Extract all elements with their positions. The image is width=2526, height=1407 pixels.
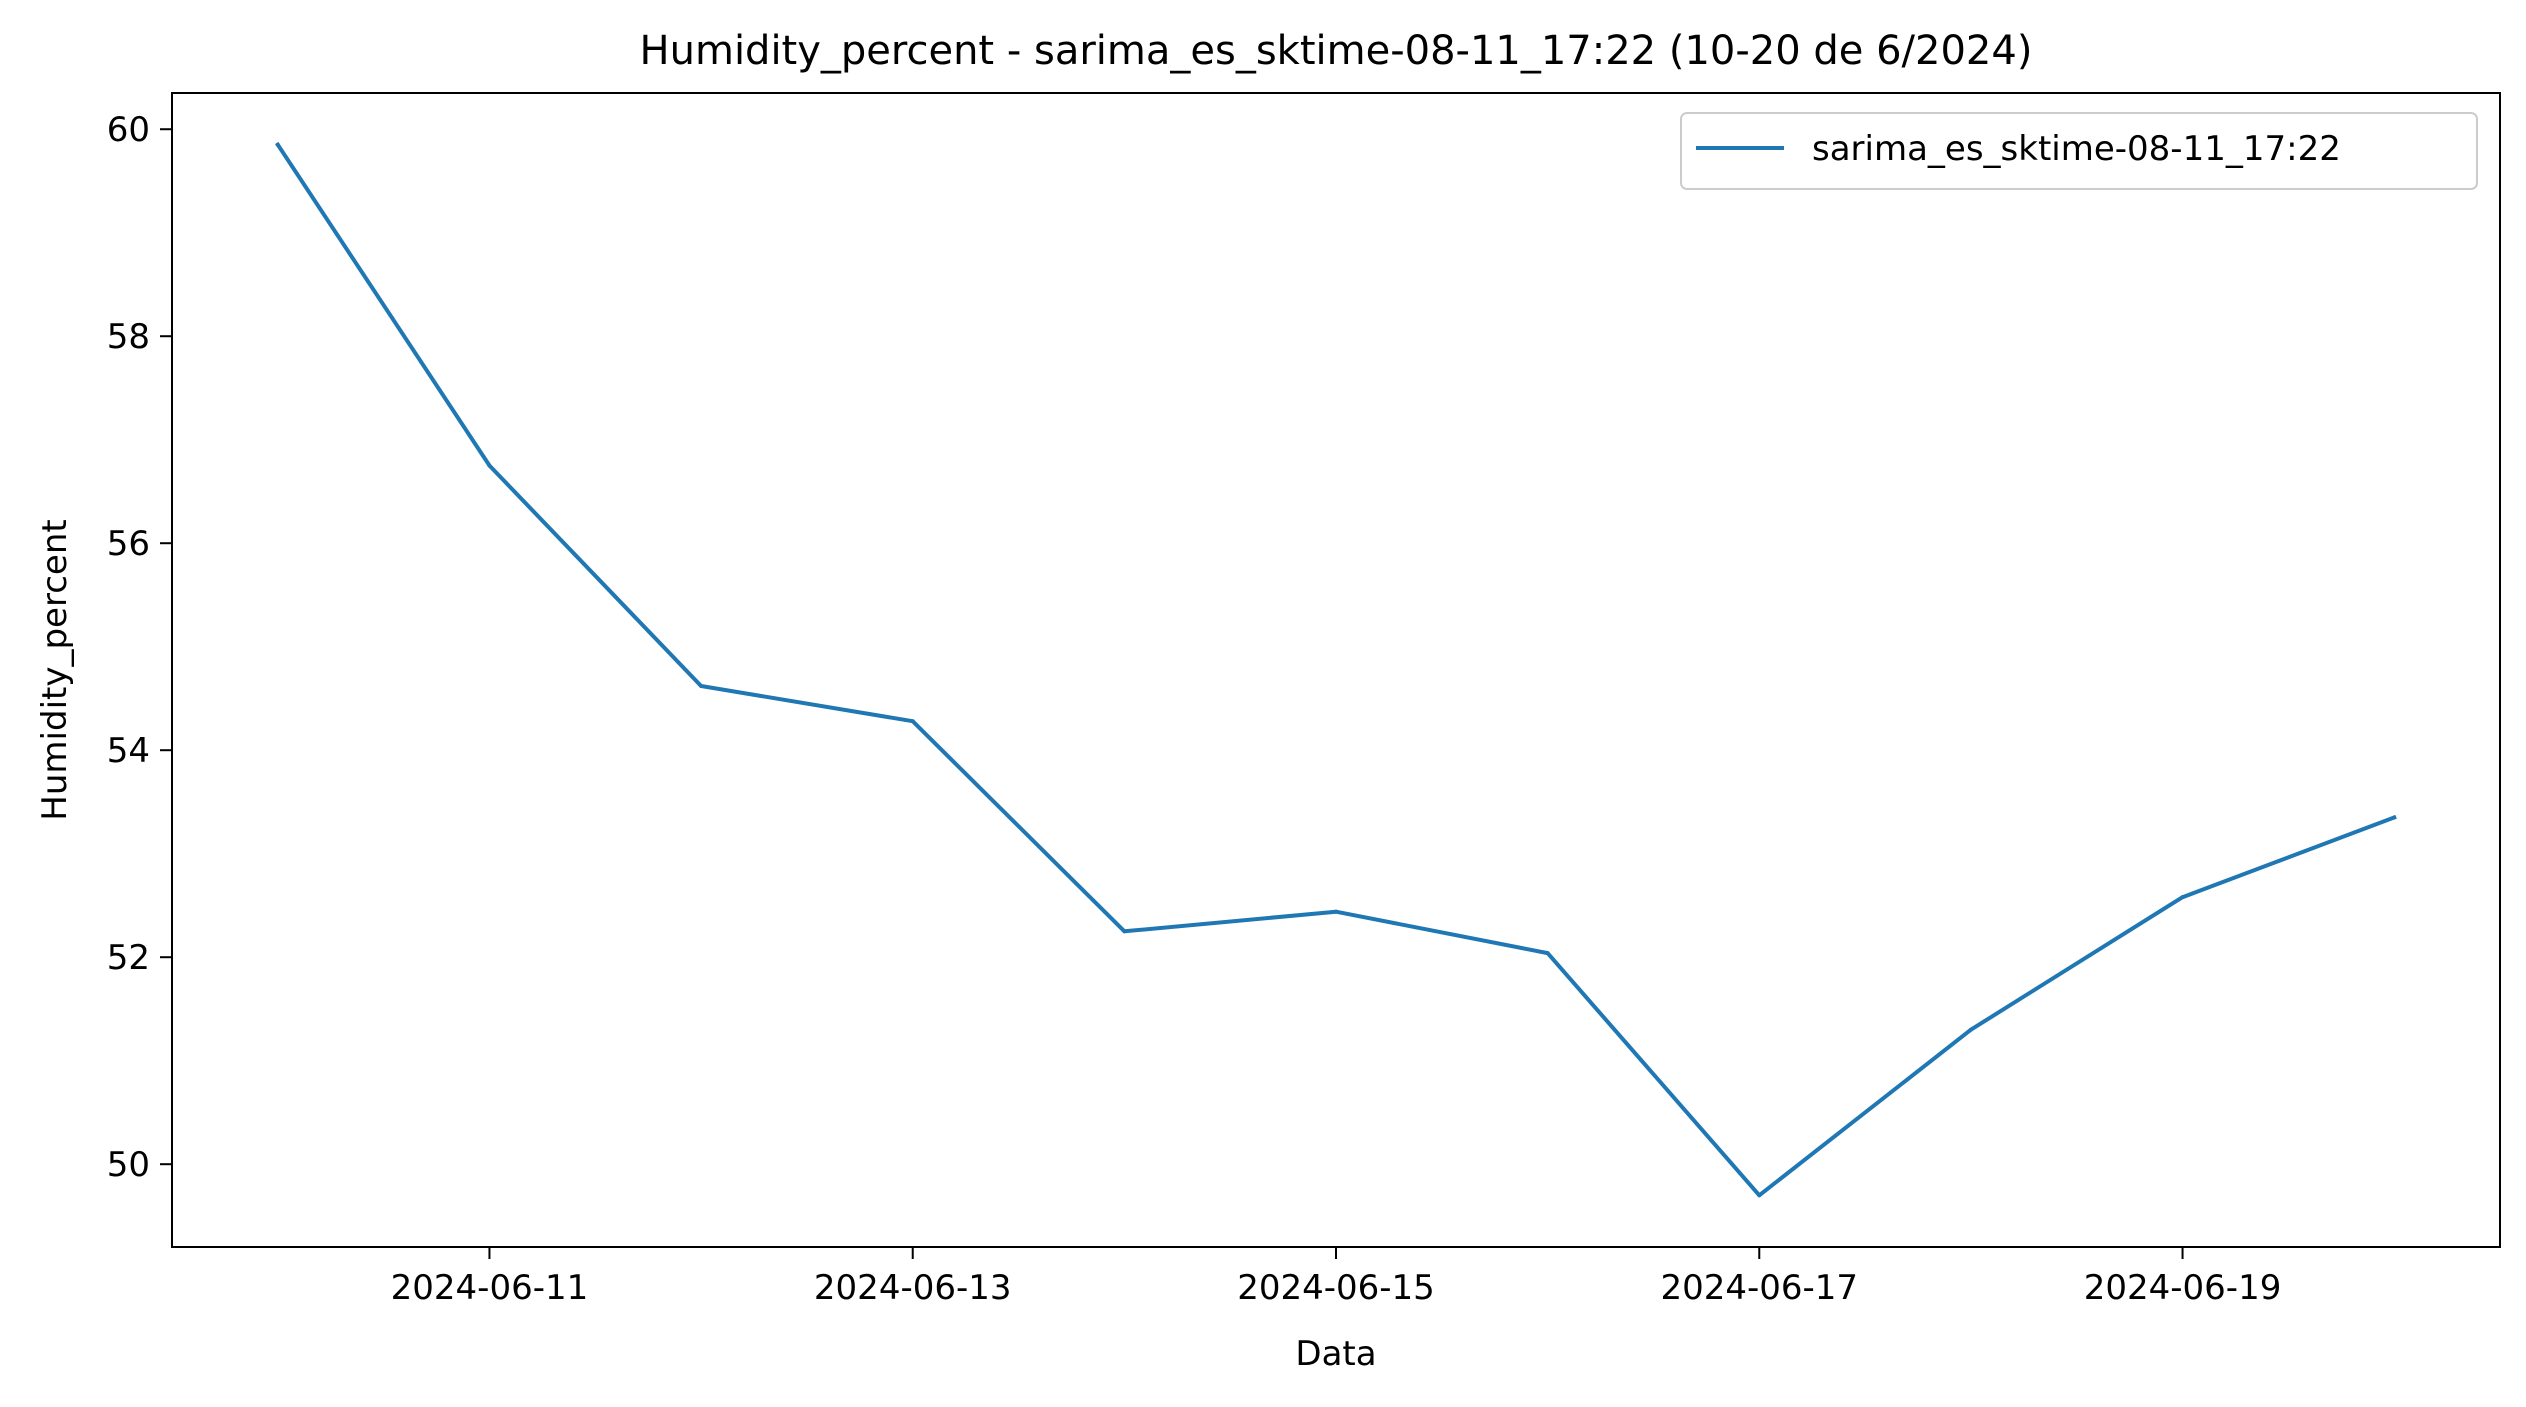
y-tick: 60: [107, 110, 172, 150]
y-tick-label: 60: [107, 110, 150, 150]
series-line: [275, 141, 2397, 1198]
x-tick-label: 2024-06-13: [814, 1268, 1012, 1308]
data-point: [2392, 815, 2397, 820]
chart-title: Humidity_percent - sarima_es_sktime-08-1…: [640, 28, 2033, 74]
data-point: [1545, 951, 1550, 956]
x-axis-label: Data: [1295, 1334, 1376, 1374]
data-point: [487, 463, 492, 468]
x-tick-label: 2024-06-19: [2084, 1268, 2282, 1308]
data-point: [1757, 1193, 1762, 1198]
data-point: [275, 142, 280, 147]
x-tick-label: 2024-06-15: [1237, 1268, 1435, 1308]
legend-entry-label: sarima_es_sktime-08-11_17:22: [1812, 129, 2341, 169]
x-tick-label: 2024-06-17: [1660, 1268, 1858, 1308]
data-point: [1122, 929, 1127, 934]
y-axis-label: Humidity_percent: [35, 519, 75, 820]
y-tick-label: 58: [107, 317, 150, 357]
data-point: [1334, 909, 1338, 914]
data-point: [699, 684, 704, 689]
data-point: [910, 719, 915, 724]
y-tick: 56: [107, 524, 172, 564]
x-tick: 2024-06-15: [1237, 1247, 1435, 1308]
y-tick: 58: [107, 317, 172, 357]
y-tick-label: 54: [107, 731, 150, 771]
y-tick: 50: [107, 1145, 172, 1185]
x-tick: 2024-06-11: [391, 1247, 589, 1308]
y-tick-label: 56: [107, 524, 150, 564]
y-tick: 54: [107, 731, 172, 771]
legend-box: [1680, 112, 2478, 190]
data-point: [1968, 1027, 1973, 1032]
ticks-layer: 2024-06-11 2024-06-13 2024-06-15 2024-06-17…: [107, 110, 2282, 1308]
x-tick: 2024-06-13: [814, 1247, 1012, 1308]
x-tick: 2024-06-19: [2084, 1247, 2282, 1308]
x-tick-label: 2024-06-11: [391, 1268, 589, 1308]
plot-frame: [171, 92, 2501, 1248]
data-point: [2180, 895, 2185, 900]
y-tick-label: 52: [107, 938, 150, 978]
y-tick: 52: [107, 938, 172, 978]
legend: sarima_es_sktime-08-11_17:22: [1680, 112, 2478, 190]
y-tick-label: 50: [107, 1145, 150, 1185]
x-tick: 2024-06-17: [1660, 1247, 1858, 1308]
series-layer: [275, 141, 2397, 1198]
